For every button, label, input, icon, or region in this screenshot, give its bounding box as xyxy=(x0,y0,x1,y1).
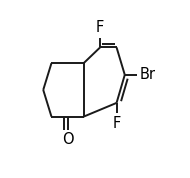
Text: Br: Br xyxy=(140,67,156,82)
Text: O: O xyxy=(62,132,74,147)
Text: F: F xyxy=(96,20,104,35)
Text: F: F xyxy=(112,116,121,131)
